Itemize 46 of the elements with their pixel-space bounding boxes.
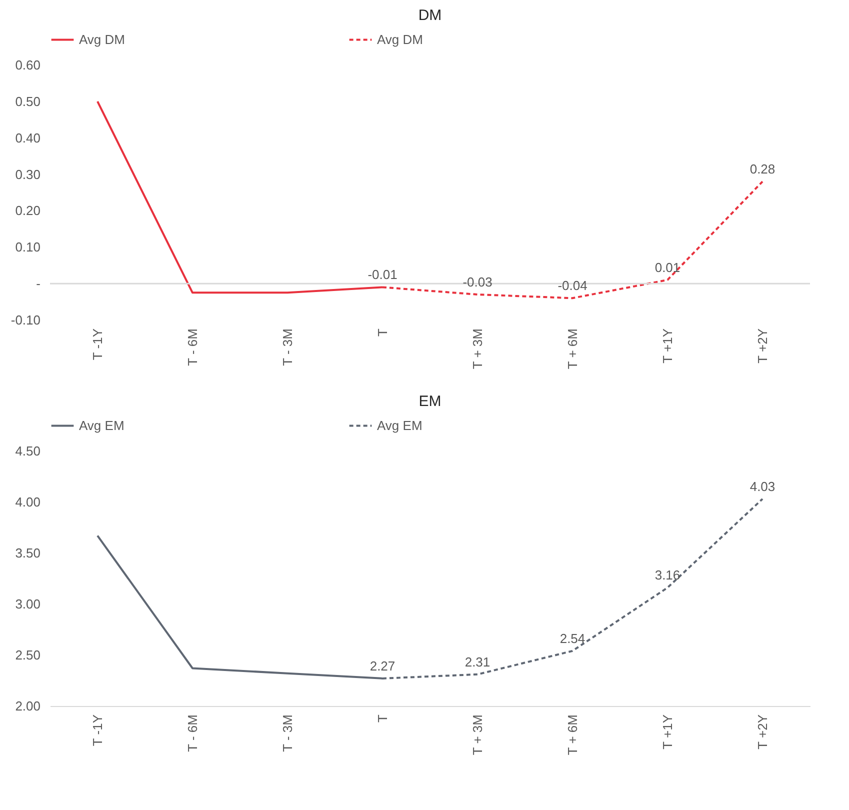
x-tick-label: T + 3M xyxy=(470,328,485,370)
y-tick-label: -0.10 xyxy=(10,312,40,328)
x-tick-label: T -1Y xyxy=(90,714,105,746)
chart-title: DM xyxy=(418,7,442,24)
y-tick-label: 0.40 xyxy=(15,130,40,146)
x-tick-label: T + 3M xyxy=(470,714,485,756)
x-tick-label: T + 6M xyxy=(565,714,580,756)
data-label: -0.01 xyxy=(368,267,398,282)
x-tick-label: T - 3M xyxy=(280,714,295,752)
y-tick-label: 3.00 xyxy=(15,596,40,612)
data-label: 3.16 xyxy=(654,568,680,583)
x-tick-label: T +1Y xyxy=(660,328,675,364)
x-tick-label: T - 3M xyxy=(280,328,295,366)
y-tick-label: - xyxy=(36,276,40,292)
data-label: 0.01 xyxy=(654,260,680,275)
data-label: 2.54 xyxy=(560,630,586,646)
legend-label: Avg EM xyxy=(377,418,422,433)
x-tick-label: T +1Y xyxy=(660,714,675,750)
y-tick-label: 0.10 xyxy=(15,240,40,255)
data-label: 4.03 xyxy=(750,478,776,494)
y-tick-label: 0.50 xyxy=(15,94,40,109)
x-tick-label: T +2Y xyxy=(755,328,770,364)
y-tick-label: 3.50 xyxy=(15,546,40,560)
x-tick-label: T -1Y xyxy=(90,328,105,360)
x-tick-label: T xyxy=(375,328,390,336)
y-tick-label: 0.20 xyxy=(15,203,40,218)
y-tick-label: 2.00 xyxy=(15,698,40,714)
legend-label: Avg DM xyxy=(79,32,125,47)
legend-label: Avg DM xyxy=(377,32,423,47)
x-tick-label: T + 6M xyxy=(565,328,580,370)
x-tick-label: T +2Y xyxy=(755,714,770,750)
x-tick-label: T - 6M xyxy=(185,714,200,752)
data-label: 2.31 xyxy=(464,654,490,670)
legend-label: Avg EM xyxy=(79,418,124,433)
x-tick-label: T xyxy=(375,714,390,722)
x-tick-label: T - 6M xyxy=(185,328,200,366)
y-tick-label: 2.50 xyxy=(15,648,40,662)
y-tick-label: 0.30 xyxy=(15,166,40,182)
y-tick-label: 4.50 xyxy=(15,444,40,458)
data-label: 2.27 xyxy=(370,658,396,674)
data-label: -0.03 xyxy=(462,274,492,290)
y-tick-label: 0.60 xyxy=(15,58,40,72)
data-label: -0.04 xyxy=(558,278,588,294)
data-label: 0.28 xyxy=(750,162,776,177)
y-tick-label: 4.00 xyxy=(15,494,40,510)
chart-title: EM xyxy=(418,393,442,410)
